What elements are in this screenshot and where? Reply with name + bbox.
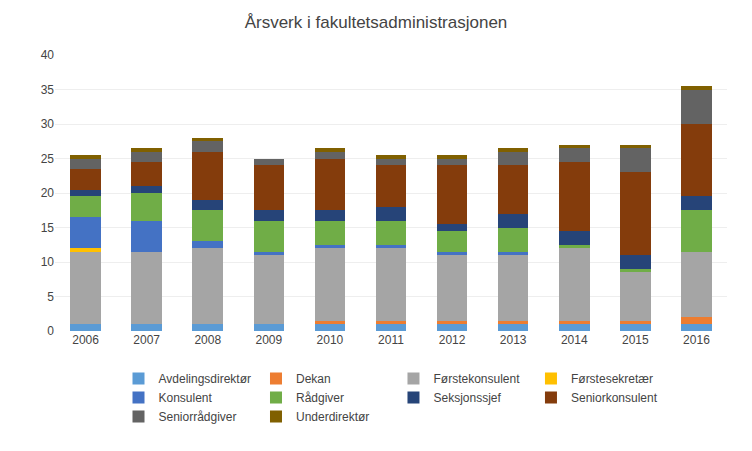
svg-text:2011: 2011	[378, 333, 404, 347]
svg-text:Seniorkonsulent: Seniorkonsulent	[571, 391, 658, 405]
svg-text:2012: 2012	[439, 333, 466, 347]
svg-text:2006: 2006	[72, 333, 99, 347]
svg-text:2010: 2010	[317, 333, 344, 347]
svg-text:Seksjonssjef: Seksjonssjef	[433, 391, 501, 405]
svg-text:2008: 2008	[194, 333, 221, 347]
svg-text:Konsulent: Konsulent	[159, 391, 213, 405]
svg-text:Årsverk i fakultetsadministras: Årsverk i fakultetsadministrasjonen	[245, 13, 508, 32]
svg-text:5: 5	[47, 290, 54, 304]
svg-text:2015: 2015	[622, 333, 649, 347]
svg-text:Dekan: Dekan	[296, 372, 331, 386]
svg-text:30: 30	[41, 117, 55, 131]
svg-text:Rådgiver: Rådgiver	[296, 391, 344, 405]
svg-text:10: 10	[41, 255, 55, 269]
svg-text:40: 40	[41, 48, 55, 62]
svg-text:Avdelingsdirektør: Avdelingsdirektør	[159, 372, 251, 386]
svg-text:Førstekonsulent: Førstekonsulent	[433, 372, 520, 386]
svg-text:25: 25	[41, 152, 55, 166]
svg-text:2016: 2016	[683, 333, 710, 347]
svg-text:2014: 2014	[561, 333, 588, 347]
svg-text:Underdirektør: Underdirektør	[296, 410, 369, 424]
svg-text:Førstesekretær: Førstesekretær	[571, 372, 653, 386]
svg-text:2007: 2007	[133, 333, 160, 347]
svg-text:2009: 2009	[255, 333, 282, 347]
svg-text:15: 15	[41, 221, 55, 235]
svg-text:35: 35	[41, 83, 55, 97]
svg-text:20: 20	[41, 186, 55, 200]
svg-text:0: 0	[47, 324, 54, 338]
svg-text:2013: 2013	[500, 333, 527, 347]
svg-text:Seniorrådgiver: Seniorrådgiver	[159, 410, 237, 424]
